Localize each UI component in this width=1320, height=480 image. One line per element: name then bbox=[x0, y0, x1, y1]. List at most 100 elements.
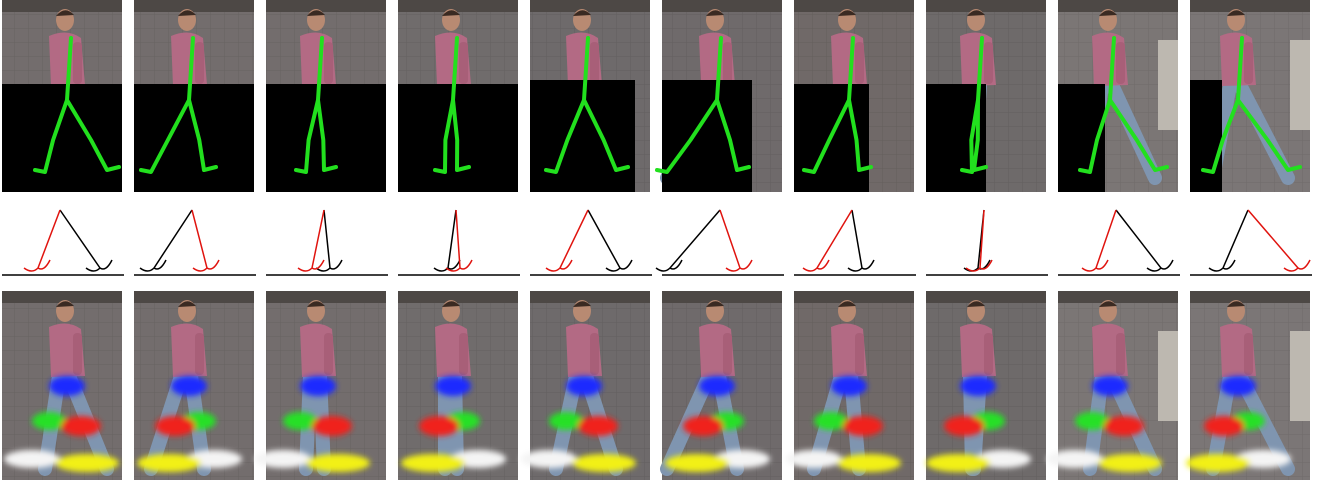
leg-red bbox=[298, 210, 324, 271]
occlusion-mask bbox=[1190, 80, 1222, 192]
figure bbox=[0, 0, 1320, 480]
cluster-yellow bbox=[401, 454, 465, 472]
cluster-white bbox=[4, 450, 60, 468]
occlusion-mask bbox=[662, 80, 752, 192]
person-arm bbox=[1116, 42, 1125, 84]
leg-black bbox=[140, 210, 192, 271]
cluster-blue bbox=[171, 376, 207, 396]
cluster-red bbox=[312, 416, 352, 436]
cluster-blue bbox=[699, 376, 735, 396]
stone-pillar bbox=[1158, 40, 1178, 130]
cluster-yellow bbox=[306, 454, 370, 472]
wall bbox=[530, 0, 650, 12]
wall bbox=[662, 291, 782, 303]
cluster-green bbox=[549, 412, 583, 430]
cluster-blue bbox=[49, 376, 85, 396]
cluster-red bbox=[61, 416, 101, 436]
cluster-yellow bbox=[926, 454, 990, 472]
leg-black bbox=[964, 210, 990, 271]
person-arm bbox=[73, 42, 82, 84]
cluster-blue bbox=[1092, 376, 1128, 396]
person-arm bbox=[1244, 42, 1253, 84]
wall bbox=[266, 291, 386, 303]
cluster-blue bbox=[566, 376, 602, 396]
wall bbox=[398, 291, 518, 303]
wall bbox=[266, 0, 386, 12]
wall bbox=[134, 291, 254, 303]
person-arm bbox=[73, 333, 82, 375]
cluster-yellow bbox=[137, 454, 201, 472]
cluster-blue bbox=[960, 376, 996, 396]
person-arm bbox=[459, 333, 468, 375]
leg-red bbox=[446, 210, 472, 271]
leg-black bbox=[60, 210, 112, 271]
person-arm bbox=[324, 42, 333, 84]
cluster-yellow bbox=[665, 454, 729, 472]
wall bbox=[794, 0, 914, 12]
cluster-red bbox=[155, 416, 195, 436]
wall bbox=[1190, 0, 1310, 12]
leg-red bbox=[803, 210, 852, 271]
leg-red bbox=[1248, 210, 1310, 271]
cluster-yellow bbox=[572, 454, 636, 472]
cluster-white bbox=[1047, 450, 1103, 468]
person-arm bbox=[984, 333, 993, 375]
wall bbox=[530, 291, 650, 303]
leg-red bbox=[1082, 210, 1116, 271]
cluster-red bbox=[1104, 416, 1144, 436]
cluster-blue bbox=[1220, 376, 1256, 396]
wall bbox=[794, 291, 914, 303]
cluster-white bbox=[255, 450, 311, 468]
person-arm bbox=[1244, 333, 1253, 375]
leg-red bbox=[720, 210, 752, 271]
leg-black bbox=[656, 210, 720, 271]
leg-black bbox=[848, 210, 874, 271]
cluster-red bbox=[944, 416, 984, 436]
person-arm bbox=[855, 42, 864, 84]
cluster-red bbox=[843, 416, 883, 436]
person-arm bbox=[459, 42, 468, 84]
wall bbox=[1058, 291, 1178, 303]
cluster-white bbox=[786, 450, 842, 468]
cluster-red bbox=[419, 416, 459, 436]
wall bbox=[662, 0, 782, 12]
cluster-green bbox=[32, 412, 66, 430]
leg-black bbox=[588, 210, 632, 271]
leg-black bbox=[1209, 210, 1248, 271]
cluster-red bbox=[683, 416, 723, 436]
wall bbox=[926, 0, 1046, 12]
leg-red bbox=[24, 210, 60, 271]
stone-pillar bbox=[1158, 331, 1178, 421]
leg-black bbox=[316, 210, 342, 271]
cluster-blue bbox=[300, 376, 336, 396]
cluster-yellow bbox=[1098, 454, 1162, 472]
person-arm bbox=[855, 333, 864, 375]
leg-black bbox=[1116, 210, 1173, 271]
person-arm bbox=[984, 42, 993, 84]
cluster-green bbox=[1075, 412, 1109, 430]
person-arm bbox=[590, 333, 599, 375]
person-arm bbox=[324, 333, 333, 375]
cluster-red bbox=[1204, 416, 1244, 436]
cluster-blue bbox=[831, 376, 867, 396]
cluster-green bbox=[283, 412, 317, 430]
person-arm bbox=[195, 42, 204, 84]
cluster-blue bbox=[435, 376, 471, 396]
cluster-red bbox=[578, 416, 618, 436]
person-arm bbox=[195, 333, 204, 375]
occlusion-mask bbox=[2, 84, 122, 192]
leg-red bbox=[546, 210, 588, 271]
person-arm bbox=[1116, 333, 1125, 375]
wall bbox=[134, 0, 254, 12]
stone-pillar bbox=[1290, 40, 1310, 130]
wall bbox=[926, 291, 1046, 303]
wall bbox=[1058, 0, 1178, 12]
stone-pillar bbox=[1290, 331, 1310, 421]
leg-red bbox=[192, 210, 219, 271]
occlusion-mask bbox=[266, 84, 386, 192]
person-arm bbox=[590, 42, 599, 84]
person-arm bbox=[723, 42, 732, 84]
occlusion-mask bbox=[134, 84, 254, 192]
cluster-yellow bbox=[837, 454, 901, 472]
cluster-yellow bbox=[55, 454, 119, 472]
